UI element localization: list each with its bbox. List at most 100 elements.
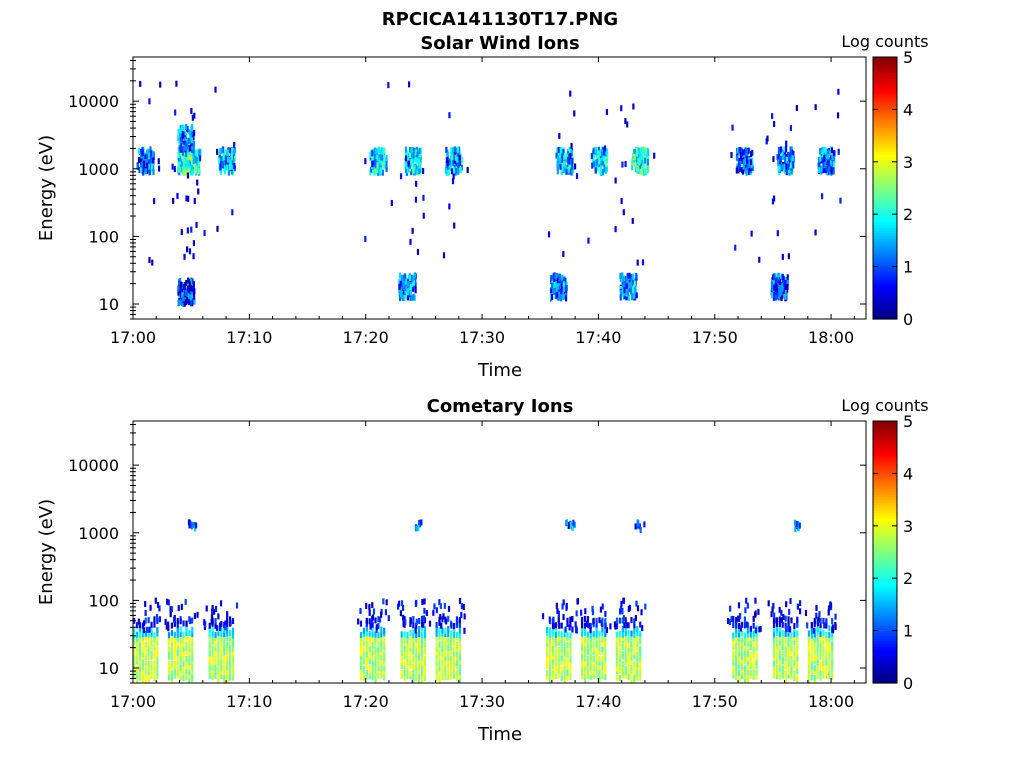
cometary-colorbar-segment xyxy=(873,452,897,456)
solar-wind-pixel xyxy=(777,294,780,301)
cometary-pixel xyxy=(735,626,738,633)
solar-wind-scatter xyxy=(653,152,656,159)
cometary-pixel xyxy=(819,664,822,671)
cometary-colorbar-frame xyxy=(872,420,898,684)
cometary-pixel xyxy=(554,655,557,662)
solar-wind-pixel xyxy=(599,153,602,160)
solar-wind-pixel xyxy=(182,295,185,302)
cometary-scatter xyxy=(359,608,362,615)
cometary-pixel xyxy=(624,665,627,672)
cometary-pixel xyxy=(368,669,371,676)
solar-wind-pixel xyxy=(410,158,413,165)
cometary-colorbar-segment xyxy=(873,441,897,446)
cometary-pixel xyxy=(749,655,752,662)
solar-wind-pixel xyxy=(629,288,633,295)
cometary-pixel xyxy=(214,663,217,670)
cometary-pixel xyxy=(831,618,834,625)
solar-wind-pixel xyxy=(376,167,379,174)
cometary-scatter xyxy=(210,608,214,615)
solar-wind-pixel xyxy=(190,140,193,147)
cometary-pixel xyxy=(153,668,156,675)
solar-wind-pixel xyxy=(829,160,832,167)
solar-wind-pixel xyxy=(597,154,601,161)
solar-wind-pixel xyxy=(558,280,561,287)
solar-wind-scatter xyxy=(422,212,425,219)
solar-wind-pixel xyxy=(820,165,823,172)
cometary-pixel xyxy=(796,659,799,666)
cometary-pixel xyxy=(604,663,607,670)
cometary-colorbar-segment xyxy=(873,457,897,461)
solar-wind-pixel xyxy=(832,150,836,157)
cometary-pixel xyxy=(444,630,447,637)
cometary-pixel xyxy=(743,639,747,646)
solar-wind-pixel xyxy=(622,276,625,283)
cometary-pixel xyxy=(185,644,188,651)
cometary-pixel xyxy=(813,644,816,651)
solar-wind-pixel xyxy=(187,298,191,305)
cometary-pixel xyxy=(781,672,784,679)
cometary-pixel xyxy=(150,650,153,657)
cometary-pixel xyxy=(604,645,607,652)
cometary-scatter xyxy=(167,621,170,628)
cometary-pixel xyxy=(141,634,144,641)
solar-wind-pixel xyxy=(741,149,745,156)
cometary-pixel xyxy=(796,663,799,670)
solar-wind-pixel xyxy=(775,277,778,284)
cometary-pixel xyxy=(740,644,744,651)
solar-wind-pixel xyxy=(621,272,624,279)
cometary-colorbar-segment xyxy=(873,468,897,472)
cometary-high-energy-pixel xyxy=(194,522,198,529)
solar-wind-pixel xyxy=(378,147,381,154)
solar-wind-pixel xyxy=(742,163,745,170)
solar-wind-scatter xyxy=(421,168,425,175)
solar-wind-scatter xyxy=(632,103,635,110)
solar-wind-pixel xyxy=(596,165,599,172)
cometary-pixel xyxy=(551,649,555,656)
cometary-colorbar-label: Log counts xyxy=(841,396,928,415)
cometary-pixel xyxy=(624,672,627,679)
cometary-pixel xyxy=(752,674,755,681)
solar-wind-pixel xyxy=(601,151,604,158)
solar-wind-pixel xyxy=(383,159,386,166)
cometary-pixel xyxy=(735,631,738,638)
cometary-pixel xyxy=(615,617,619,624)
cometary-high-energy-pixel xyxy=(573,521,576,528)
cometary-pixel xyxy=(618,630,621,637)
solar-wind-pixel xyxy=(792,162,795,169)
cometary-pixel xyxy=(450,673,453,680)
solar-wind-pixel xyxy=(605,161,608,168)
cometary-axes-frame xyxy=(132,420,867,684)
cometary-pixel xyxy=(793,674,796,681)
solar-wind-colorbar-segment xyxy=(873,75,897,79)
cometary-pixel xyxy=(624,655,627,662)
cometary-colorbar-segment xyxy=(873,641,897,645)
cometary-colorbar-segment xyxy=(873,643,897,647)
cometary-pixel xyxy=(601,646,604,653)
cometary-pixel xyxy=(211,673,214,680)
cometary-pixel xyxy=(418,626,421,633)
solar-wind-pixel xyxy=(780,289,783,296)
cometary-pixel xyxy=(621,669,624,676)
solar-wind-pixel xyxy=(398,288,401,295)
solar-wind-scatter xyxy=(758,256,761,263)
cometary-pixel xyxy=(135,650,139,657)
cometary-scatter xyxy=(142,627,146,634)
solar-wind-colorbar-frame xyxy=(872,56,898,320)
cometary-scatter xyxy=(561,603,564,610)
cometary-high-energy-pixel xyxy=(798,522,801,529)
solar-wind-scatter xyxy=(795,104,798,111)
solar-wind-pixel xyxy=(782,287,786,294)
cometary-pixel xyxy=(548,669,552,676)
cometary-pixel xyxy=(633,653,636,660)
cometary-pixel xyxy=(796,649,799,656)
cometary-pixel xyxy=(592,631,595,638)
cometary-pixel xyxy=(133,659,136,666)
solar-wind-pixel xyxy=(556,160,559,167)
cometary-pixel xyxy=(191,658,194,665)
solar-wind-pixel xyxy=(197,161,200,168)
cometary-colorbar-segment xyxy=(873,473,897,477)
solar-wind-pixel xyxy=(784,283,787,290)
cometary-pixel xyxy=(772,664,776,671)
cometary-pixel xyxy=(819,641,822,648)
cometary-pixel xyxy=(735,673,738,680)
